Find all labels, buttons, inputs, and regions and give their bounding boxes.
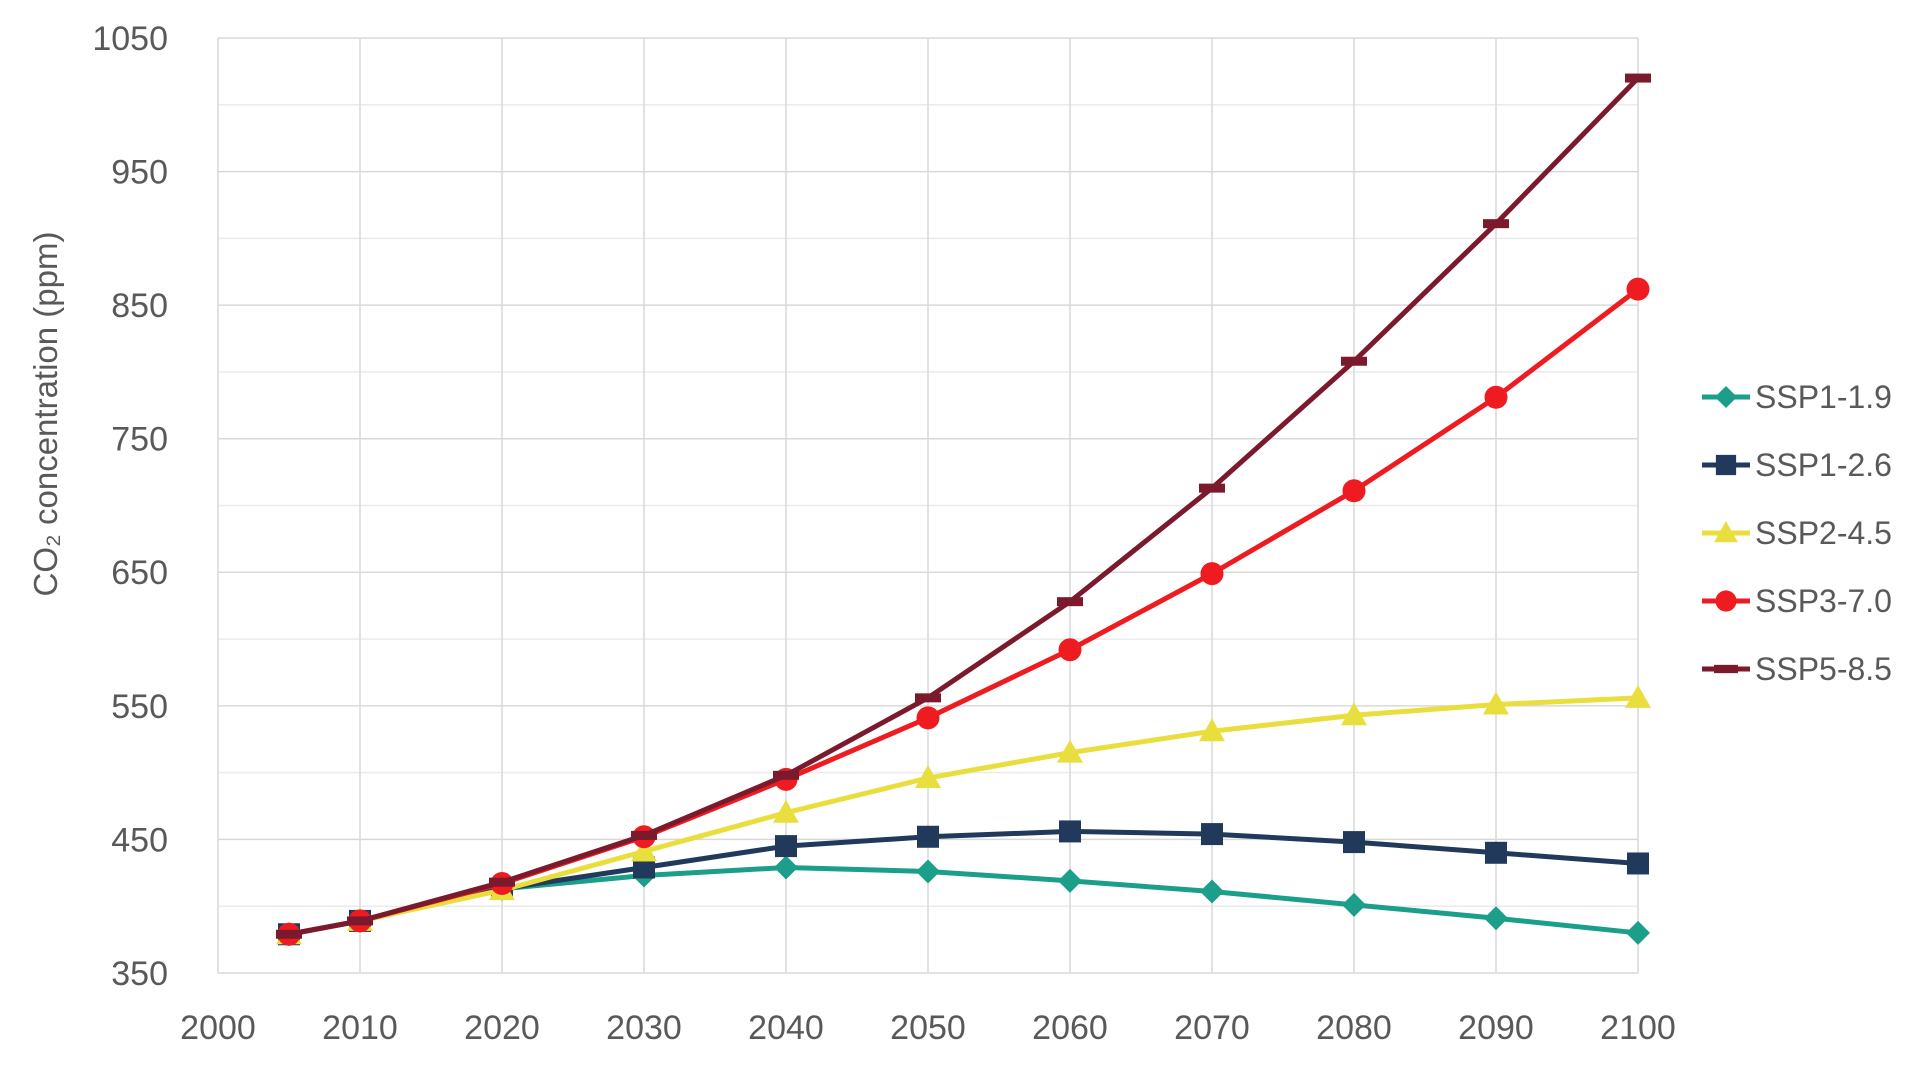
y-tick-label: 1050: [92, 20, 168, 58]
triangle-marker-icon: [1714, 521, 1738, 543]
x-tick-label: 2000: [180, 1009, 256, 1047]
dash-marker-icon: [347, 916, 373, 926]
diamond-marker-icon: [916, 859, 940, 884]
y-tick-label: 450: [111, 821, 168, 859]
diamond-marker-icon: [1484, 906, 1508, 931]
dash-marker-icon: [1199, 483, 1225, 493]
legend-item-ssp3-7.0: SSP3-7.0: [1700, 582, 1892, 620]
x-tick-label: 2030: [606, 1009, 682, 1047]
x-tick-label: 2060: [1032, 1009, 1108, 1047]
legend-marker-icon: [1702, 521, 1750, 543]
y-tick-label: 750: [111, 421, 168, 459]
triangle-marker-icon: [1341, 702, 1367, 726]
x-tick-label: 2100: [1600, 1009, 1676, 1047]
diamond-marker-icon: [1714, 385, 1738, 409]
dash-marker-icon: [1625, 73, 1651, 83]
dash-marker-icon: [276, 929, 302, 939]
legend-label: SSP2-4.5: [1755, 514, 1892, 551]
series-SSP2-4.5: [276, 684, 1651, 945]
square-marker-icon: [1485, 841, 1507, 864]
diamond-marker-icon: [1200, 879, 1224, 904]
triangle-marker-icon: [915, 764, 941, 788]
diamond-marker-icon: [1058, 868, 1082, 893]
circle-marker-icon: [1715, 590, 1737, 612]
x-tick-label: 2080: [1316, 1009, 1392, 1047]
triangle-marker-icon: [1483, 691, 1509, 715]
legend-label: SSP1-2.6: [1755, 446, 1892, 483]
square-marker-icon: [775, 835, 797, 858]
circle-marker-icon: [1342, 479, 1366, 503]
legend-marker-icon: [1702, 454, 1750, 476]
triangle-marker-icon: [773, 799, 799, 823]
series-SSP3-7.0: [277, 277, 1650, 946]
circle-marker-icon: [1484, 385, 1508, 409]
x-tick-label: 2090: [1458, 1009, 1534, 1047]
legend-label: SSP1-1.9: [1755, 378, 1892, 415]
y-tick-label: 650: [111, 554, 168, 592]
series-line-SSP1-1.9: [286, 864, 1641, 937]
y-tick-label: 850: [111, 287, 168, 325]
x-tick-label: 2070: [1174, 1009, 1250, 1047]
y-tick-label: 350: [111, 955, 168, 993]
x-tick-label: 2020: [464, 1009, 540, 1047]
legend-marker-icon: [1702, 664, 1750, 674]
dash-marker-icon: [489, 877, 515, 887]
legend-item-ssp2-4.5: SSP2-4.5: [1700, 514, 1892, 552]
legend: SSP1-1.9 SSP1-2.6 SSP2-4.5 SSP3-7.0 SSP5-8.5: [1700, 0, 1920, 1071]
triangle-marker-icon: [631, 838, 657, 862]
triangle-marker-icon: [1625, 684, 1651, 708]
x-tick-label: 2050: [890, 1009, 966, 1047]
diamond-marker-icon: [1342, 892, 1366, 917]
square-marker-icon: [1343, 831, 1365, 854]
legend-label: SSP3-7.0: [1755, 582, 1892, 619]
y-tick-label: 550: [111, 688, 168, 726]
legend-label: SSP5-8.5: [1755, 650, 1892, 687]
dash-marker-icon: [631, 830, 657, 840]
square-marker-icon: [1059, 820, 1081, 843]
circle-marker-icon: [1626, 277, 1650, 301]
legend-item-ssp1-1.9: SSP1-1.9: [1700, 378, 1892, 416]
diamond-marker-icon: [1626, 920, 1650, 945]
square-marker-icon: [1627, 852, 1649, 875]
diamond-marker-icon: [774, 855, 798, 880]
legend-item-ssp5-8.5: SSP5-8.5: [1700, 650, 1892, 688]
x-tick-label: 2010: [322, 1009, 398, 1047]
square-marker-icon: [1201, 823, 1223, 846]
dash-marker-icon: [1057, 597, 1083, 607]
series-SSP5-8.5: [276, 73, 1651, 939]
triangle-marker-icon: [1057, 739, 1083, 763]
triangle-marker-icon: [1199, 718, 1225, 742]
square-marker-icon: [1715, 454, 1737, 476]
circle-marker-icon: [1200, 562, 1224, 586]
dash-marker-icon: [1714, 664, 1738, 674]
dash-marker-icon: [1483, 219, 1509, 229]
dash-marker-icon: [915, 693, 941, 703]
legend-item-ssp1-2.6: SSP1-2.6: [1700, 446, 1892, 484]
legend-marker-icon: [1702, 385, 1750, 409]
square-marker-icon: [917, 825, 939, 848]
circle-marker-icon: [916, 706, 940, 730]
x-tick-label: 2040: [748, 1009, 824, 1047]
legend-marker-icon: [1702, 590, 1750, 612]
y-tick-label: 950: [111, 153, 168, 191]
dash-marker-icon: [1341, 356, 1367, 366]
circle-marker-icon: [1058, 638, 1082, 662]
series-SSP1-1.9: [277, 855, 1650, 947]
dash-marker-icon: [773, 770, 799, 780]
square-marker-icon: [633, 856, 655, 879]
